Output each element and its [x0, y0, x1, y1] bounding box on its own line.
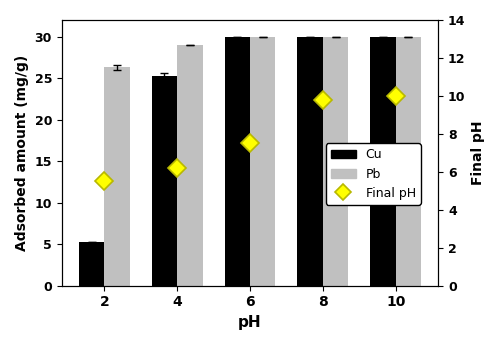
- Final pH: [392, 94, 398, 98]
- Bar: [152, 76, 177, 286]
- Bar: [104, 67, 130, 286]
- Bar: [177, 45, 203, 286]
- Final pH: [247, 141, 253, 146]
- Bar: [323, 37, 348, 286]
- Bar: [224, 37, 250, 286]
- Y-axis label: Final pH: Final pH: [471, 121, 485, 185]
- Legend: Cu, Pb, Final pH: Cu, Pb, Final pH: [326, 144, 420, 205]
- Final pH: [320, 98, 326, 102]
- Bar: [250, 37, 276, 286]
- Bar: [298, 37, 323, 286]
- Line: Final pH: Final pH: [98, 90, 402, 188]
- X-axis label: pH: pH: [238, 315, 262, 330]
- Y-axis label: Adsorbed amount (mg/g): Adsorbed amount (mg/g): [15, 55, 29, 251]
- Final pH: [174, 166, 180, 170]
- Bar: [79, 242, 104, 286]
- Final pH: [102, 179, 107, 184]
- Bar: [396, 37, 421, 286]
- Bar: [370, 37, 396, 286]
